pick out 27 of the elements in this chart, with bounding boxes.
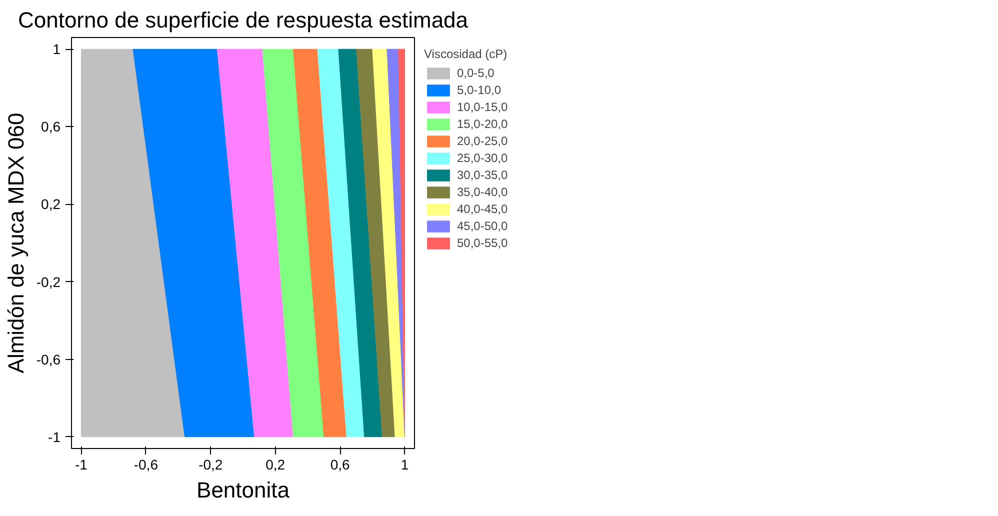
y-axis-title: Almidón de yuca MDX 060 <box>3 112 28 374</box>
x-axis-title: Bentonita <box>196 478 290 502</box>
legend-label: 45,0-50,0 <box>457 219 508 233</box>
x-tick-label: -1 <box>74 456 88 472</box>
legend-label: 25,0-30,0 <box>457 151 508 165</box>
legend-label: 5,0-10,0 <box>457 83 502 97</box>
x-tick-label: 0,2 <box>266 456 286 472</box>
y-tick-label: -0,6 <box>36 351 61 368</box>
y-tick-label: -1 <box>48 428 61 445</box>
legend-label: 35,0-40,0 <box>457 185 508 199</box>
legend-label: 0,0-5,0 <box>457 66 494 80</box>
y-tick-label: 1 <box>52 41 61 58</box>
x-tick-label: 0,6 <box>330 456 350 472</box>
x-tick-label: -0,2 <box>198 456 223 472</box>
y-tick-label: -0,2 <box>36 274 61 290</box>
legend-label: 10,0-15,0 <box>457 100 508 114</box>
x-tick-label: -0,6 <box>134 456 158 472</box>
legend-title: Viscosidad (cP) <box>424 47 508 61</box>
legend-label: 15,0-20,0 <box>457 117 508 131</box>
x-tick-label: 1 <box>400 456 409 472</box>
y-tick-label: 0,6 <box>41 118 61 135</box>
y-tick-label: 0,2 <box>41 196 61 212</box>
legend-label: 50,0-55,0 <box>457 236 508 250</box>
legend-label: 30,0-35,0 <box>457 168 508 182</box>
chart-title: Contorno de superficie de respuesta estimada <box>18 8 469 32</box>
legend-label: 20,0-25,0 <box>457 134 508 148</box>
legend-label: 40,0-45,0 <box>457 202 508 216</box>
